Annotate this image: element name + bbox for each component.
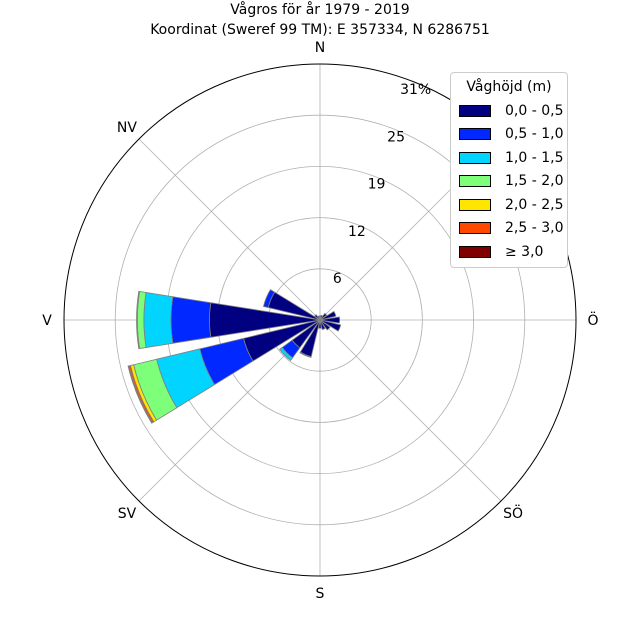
legend-label: 2,0 - 2,5	[505, 196, 564, 213]
legend-label: 1,0 - 1,5	[505, 149, 564, 166]
radial-tick-label: 12	[348, 224, 366, 240]
legend-label: 1,5 - 2,0	[505, 173, 564, 190]
legend-title: Våghöjd (m)	[466, 79, 552, 95]
sector-bar-segment	[262, 289, 276, 309]
sector-bar-segment	[319, 319, 326, 331]
sector-bar-segment	[143, 291, 174, 349]
legend-item: 2,0 - 2,5	[459, 193, 563, 217]
sector-bar-segment	[319, 316, 341, 324]
legend-label: 0,0 - 0,5	[505, 102, 564, 119]
legend-swatch	[459, 104, 491, 117]
legend-swatch	[459, 222, 491, 235]
sector-bar-segment	[127, 365, 153, 424]
direction-label: SÖ	[503, 504, 523, 522]
sector-bar-segment	[136, 290, 141, 350]
sector-bar-segment	[318, 319, 322, 329]
chart-subtitle: Koordinat (Sweref 99 TM): E 357334, N 62…	[150, 22, 490, 38]
direction-label: N	[315, 40, 325, 56]
sector-bar-segment	[319, 319, 331, 331]
radial-tick-label: 19	[368, 177, 386, 193]
legend-swatch	[459, 128, 491, 141]
grid-ring	[114, 114, 526, 526]
legend-item: 0,0 - 0,5	[459, 99, 563, 123]
sector-bar-segment	[299, 351, 312, 358]
legend: Våghöjd (m) 0,0 - 0,5 0,5 - 1,0 1,0 - 1,…	[450, 72, 568, 268]
sector-bars	[127, 289, 342, 424]
legend-item: 0,5 - 1,0	[459, 123, 563, 147]
direction-label: Ö	[587, 311, 598, 329]
direction-label: NV	[117, 120, 137, 136]
legend-label: ≥ 3,0	[505, 243, 544, 260]
legend-label: 2,5 - 3,0	[505, 220, 564, 237]
sector-bar-segment	[317, 315, 321, 321]
sector-bar-segment	[279, 346, 294, 361]
legend-item: 1,0 - 1,5	[459, 146, 563, 170]
legend-swatch	[459, 175, 491, 188]
radial-tick-label: 6	[333, 271, 342, 287]
legend-item: 1,5 - 2,0	[459, 170, 563, 194]
chart-title: Vågros för år 1979 - 2019	[230, 1, 409, 18]
legend-item: ≥ 3,0	[459, 240, 559, 264]
legend-swatch	[459, 198, 491, 211]
direction-label: SV	[118, 506, 137, 522]
radial-tick-label: 31%	[400, 82, 431, 98]
legend-swatch	[459, 151, 491, 164]
legend-item: 2,5 - 3,0	[459, 217, 563, 241]
radial-tick-label: 25	[387, 129, 405, 145]
direction-label: V	[42, 313, 52, 329]
legend-label: 0,5 - 1,0	[505, 126, 564, 143]
sector-bar-segment	[319, 312, 328, 321]
direction-label: S	[316, 586, 325, 602]
radial-gridline	[319, 319, 502, 502]
outer-ring	[63, 63, 577, 577]
sector-bar-segment	[314, 314, 321, 321]
sector-bar-segment	[319, 319, 342, 332]
radial-gridline	[138, 138, 321, 321]
sector-bar-segment	[170, 296, 212, 344]
sector-bar-segment	[319, 310, 337, 321]
legend-swatch	[459, 245, 491, 258]
